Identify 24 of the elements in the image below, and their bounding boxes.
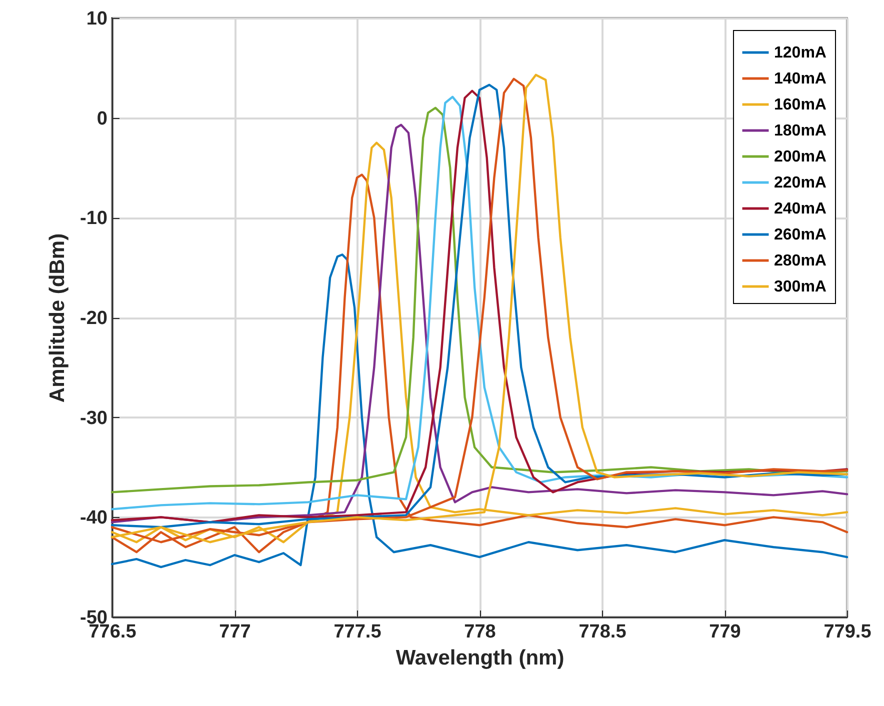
x-axis-title: Wavelength (nm) [396,646,564,670]
legend-label: 140mA [774,70,827,88]
y-tick-label: -40 [80,508,108,529]
y-tick-label: 10 [86,8,108,30]
legend-label: 220mA [774,174,827,192]
x-tick-label: 777.5 [334,622,382,642]
legend-label: 160mA [774,96,827,114]
legend-label: 240mA [774,200,827,218]
legend-label: 280mA [774,252,827,270]
x-tick-label: 777 [219,622,251,642]
x-tick-label: 779 [709,622,741,642]
legend-label: 180mA [774,122,827,140]
y-axis-title: Amplitude (dBm) [46,233,70,403]
legend-label: 260mA [774,226,827,244]
y-tick-label: -20 [80,308,108,329]
legend-label: 120mA [774,44,827,62]
x-tick-label: 778.5 [578,622,627,642]
y-tick-label: 0 [96,108,108,130]
y-tick-label: -30 [80,408,108,429]
legend-label: 200mA [774,148,827,166]
legend-label: 300mA [774,278,827,296]
x-tick-label: 778 [464,622,496,642]
x-tick-label: 779.5 [824,622,872,642]
y-tick-label: -10 [80,208,108,230]
